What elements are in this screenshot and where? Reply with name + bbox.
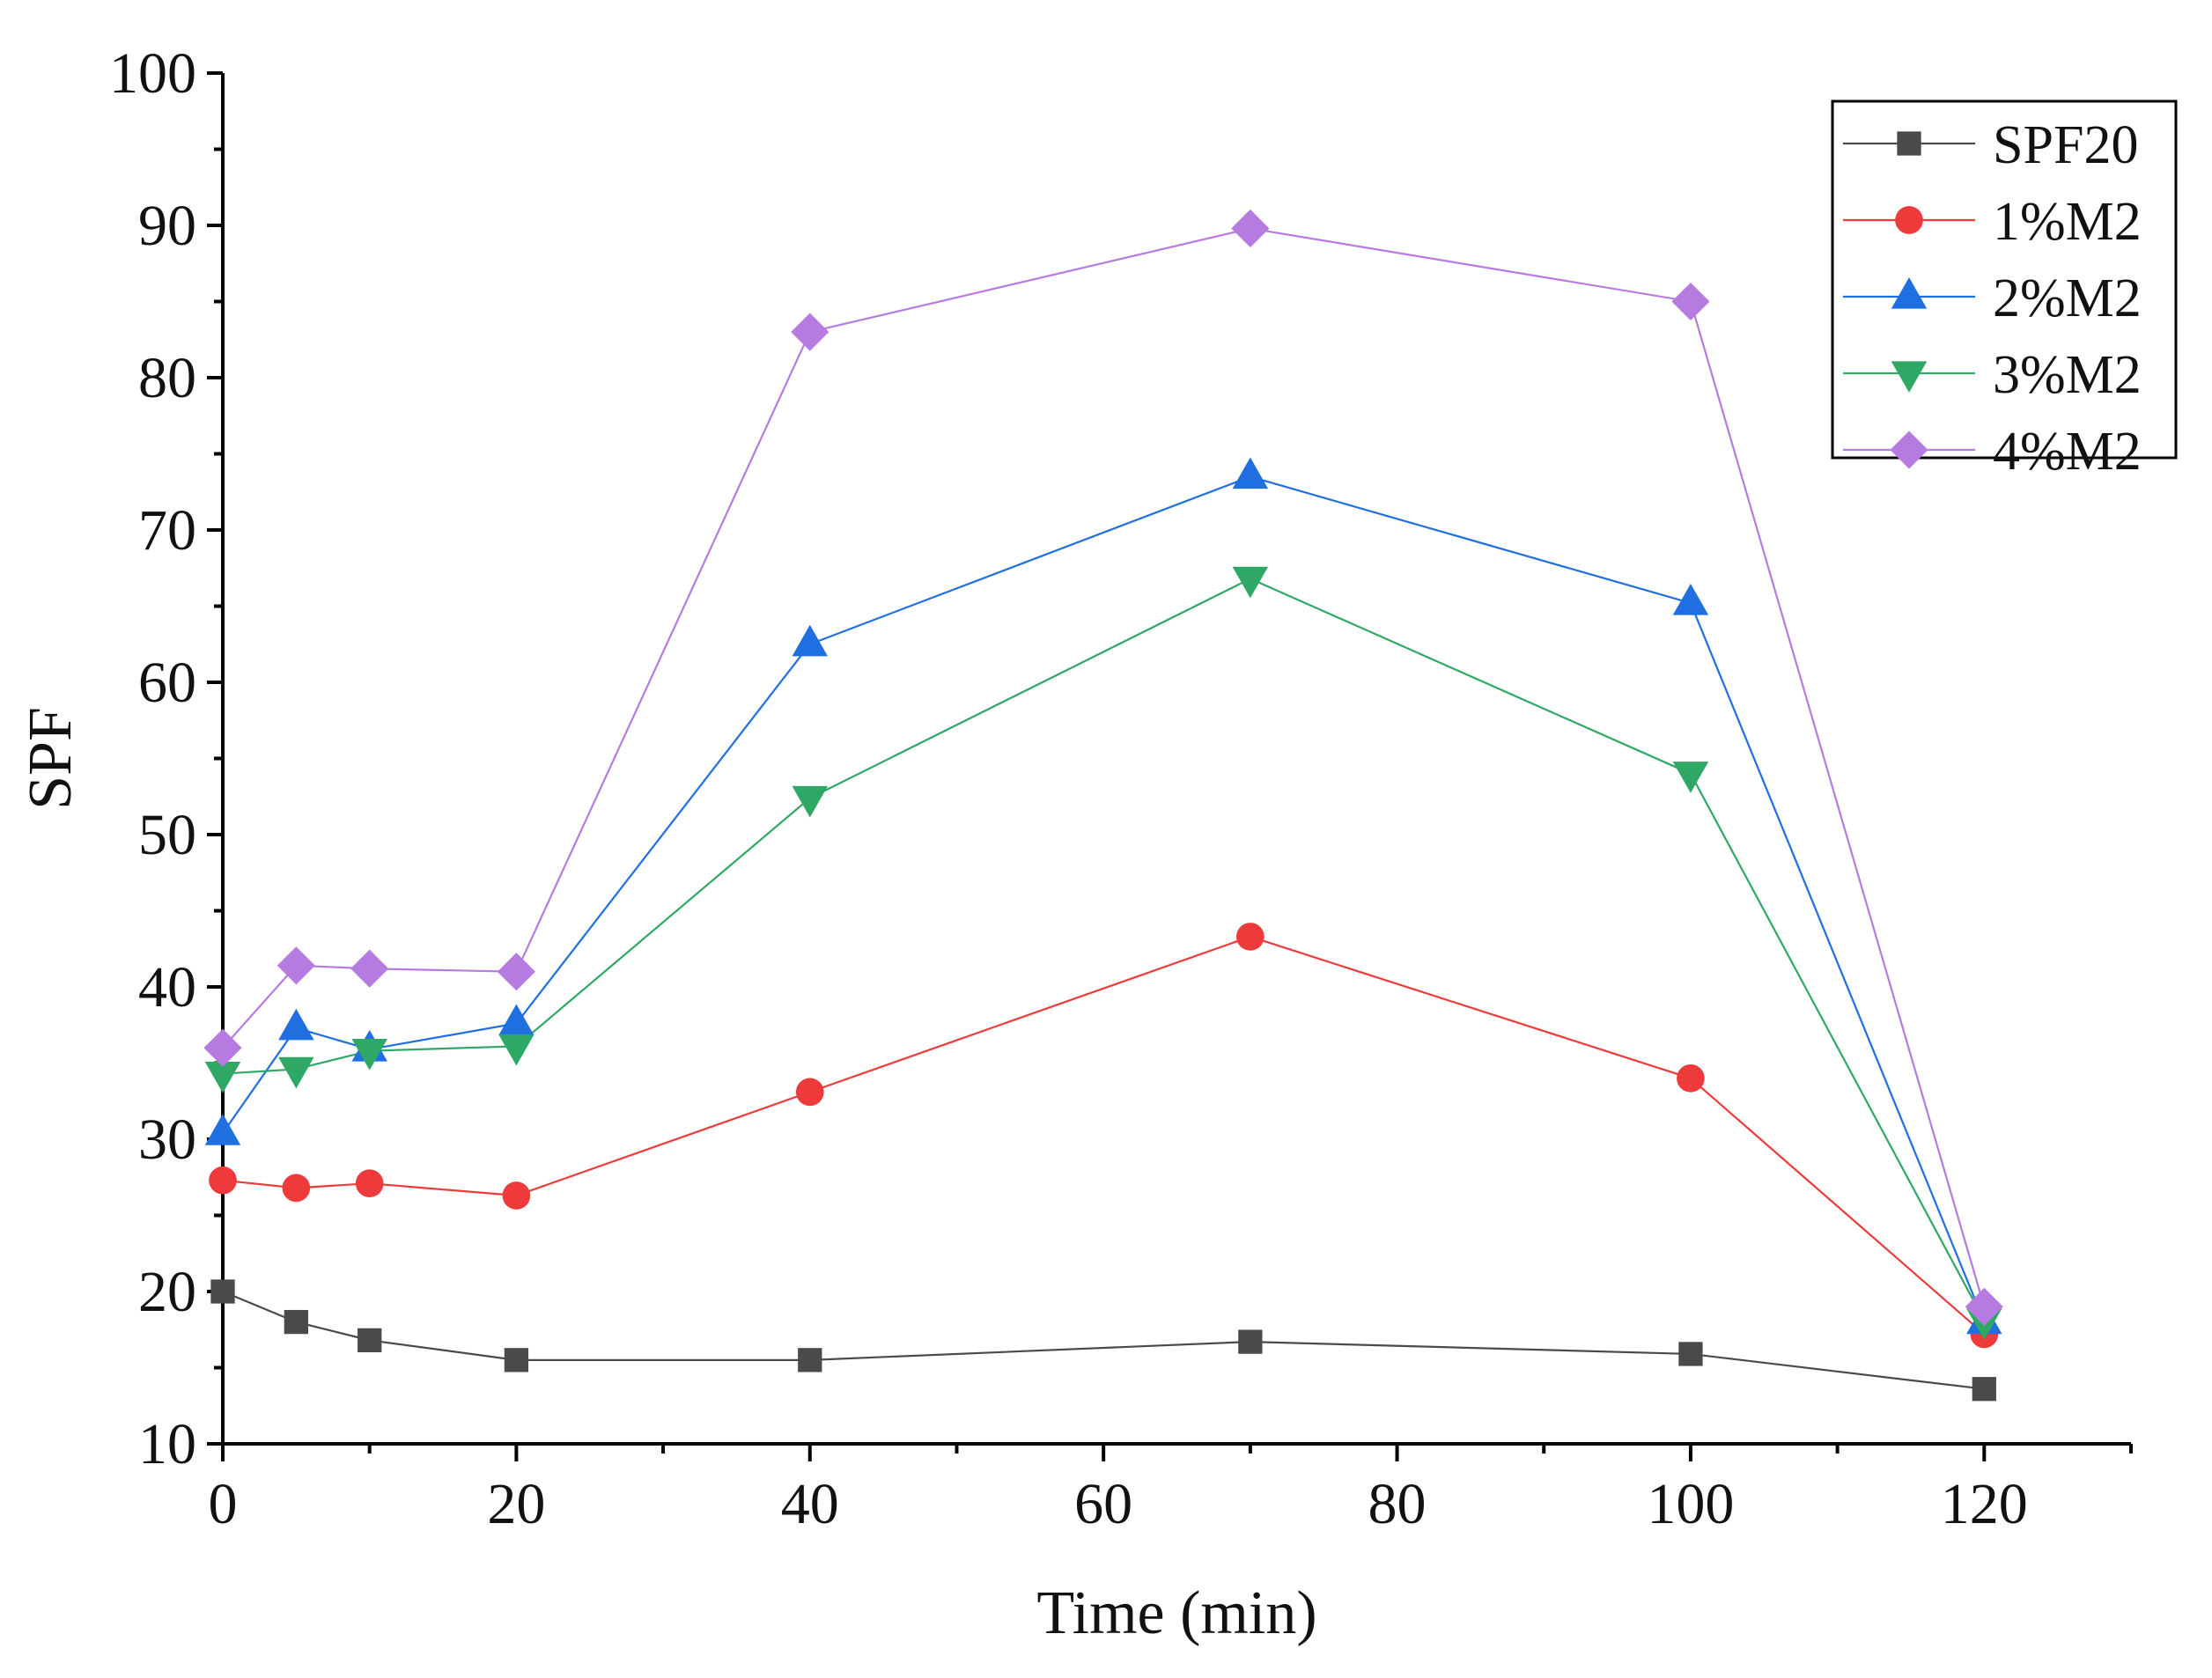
y-tick-label: 20 [138,1260,196,1324]
data-point-4pct-m2 [1965,1287,2003,1326]
x-tick-label: 40 [781,1472,839,1536]
data-point-3pct-m2 [792,785,829,818]
y-tick-label: 70 [138,498,196,563]
data-point-4pct-m2 [1231,209,1270,248]
series-line-1pct-m2 [222,935,1986,1336]
y-tick-label: 50 [138,803,196,867]
y-tick-label: 10 [138,1412,196,1476]
data-point-4pct-m2 [276,946,315,985]
data-point-3pct-m2 [351,1039,387,1071]
x-tick-label: 100 [1647,1472,1734,1536]
y-tick-label: 30 [138,1108,196,1172]
data-point-4pct-m2 [791,313,830,351]
series-line-4pct-m2 [222,227,1986,1307]
series-line-spf20 [222,1290,1985,1390]
data-point-spf20 [210,1279,235,1304]
legend-marker-4pct-m2 [1890,431,1928,469]
data-point-1pct-m2 [355,1169,384,1198]
series-line-3pct-m2 [222,578,1986,1321]
x-tick-label: 0 [209,1472,238,1536]
data-point-spf20 [504,1348,529,1373]
series-markers [203,209,2003,1402]
legend-marker-1pct-m2 [1895,206,1923,234]
data-point-2pct-m2 [498,1004,535,1036]
y-tick-label: 60 [138,651,196,715]
x-tick-label: 20 [487,1472,545,1536]
data-point-1pct-m2 [282,1174,311,1203]
data-point-2pct-m2 [278,1008,314,1041]
legend-box [1831,99,2178,460]
x-tick-label: 60 [1074,1472,1132,1536]
data-point-3pct-m2 [278,1056,314,1089]
legend-label-3pct-m2: 3%M2 [1993,345,2142,405]
data-point-4pct-m2 [350,949,389,988]
data-point-spf20 [284,1309,308,1335]
y-axis-title: SPF [17,707,85,810]
legend-label-2pct-m2: 2%M2 [1993,269,2142,328]
data-point-spf20 [1972,1377,1996,1402]
data-point-spf20 [1238,1329,1263,1354]
y-tick-label: 40 [138,955,196,1019]
data-point-2pct-m2 [1672,584,1709,615]
data-point-1pct-m2 [502,1181,531,1210]
legend-label-4pct-m2: 4%M2 [1993,422,2142,482]
data-point-3pct-m2 [498,1034,535,1066]
data-point-spf20 [358,1328,382,1352]
data-point-2pct-m2 [204,1114,241,1145]
legend-label-spf20: SPF20 [1993,115,2138,175]
y-tick-label: 80 [138,346,196,410]
data-point-4pct-m2 [497,953,535,991]
data-point-2pct-m2 [792,624,829,657]
legend-marker-spf20 [1897,131,1921,156]
data-point-4pct-m2 [203,1028,242,1067]
data-point-3pct-m2 [204,1061,241,1093]
legend-label-1pct-m2: 1%M2 [1993,192,2142,252]
legend-marker-2pct-m2 [1891,277,1928,309]
data-point-2pct-m2 [1232,457,1269,489]
data-point-1pct-m2 [209,1166,237,1195]
data-point-spf20 [1678,1342,1703,1366]
data-point-1pct-m2 [795,1078,824,1107]
legend-marker-3pct-m2 [1891,361,1928,393]
series-line-2pct-m2 [222,475,1986,1323]
y-tick-label: 100 [109,41,196,106]
x-tick-label: 80 [1368,1472,1427,1536]
axes: 10 20 30 40 50 60 70 80 90 100 0 20 40 60 80 100 120 [109,41,2133,1536]
x-axis-title: Time (min) [1036,1579,1316,1647]
legend: SPF20 1%M2 2%M2 3%M2 4%M2 [1831,99,2178,482]
data-point-1pct-m2 [1677,1063,1705,1093]
series-lines [222,227,1986,1390]
data-point-1pct-m2 [1236,923,1265,951]
x-tick-label: 120 [1941,1472,2028,1536]
data-point-spf20 [798,1348,822,1373]
data-point-3pct-m2 [1232,566,1269,599]
data-point-3pct-m2 [1672,762,1709,793]
data-point-4pct-m2 [1671,282,1710,321]
y-tick-label: 90 [138,194,196,258]
